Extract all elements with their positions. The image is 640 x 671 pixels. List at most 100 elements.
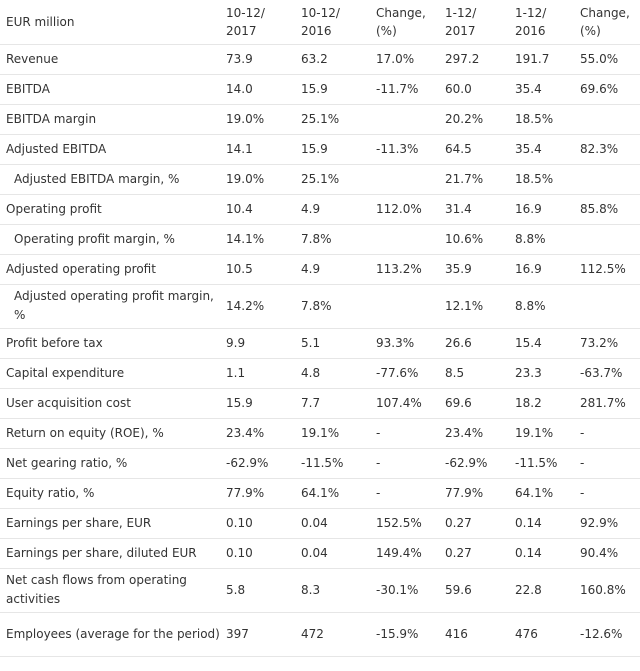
cell-value: 14.1 bbox=[220, 134, 295, 165]
row-label: Net cash flows from operating activities bbox=[0, 568, 220, 613]
cell-value: 93.3% bbox=[370, 328, 439, 359]
cell-value: 397 bbox=[220, 612, 295, 657]
cell-value: - bbox=[574, 478, 640, 509]
cell-value: 8.8% bbox=[509, 224, 574, 255]
table-row: Adjusted operating profit margin, % 14.2… bbox=[0, 284, 640, 329]
cell-value: 7.8% bbox=[295, 224, 370, 255]
cell-value: 0.04 bbox=[295, 538, 370, 569]
row-label: Revenue bbox=[0, 44, 220, 75]
row-label: EBITDA margin bbox=[0, 104, 220, 135]
cell-value: -12.6% bbox=[574, 612, 640, 657]
table-row: Capital expenditure 1.1 4.8 -77.6% 8.5 2… bbox=[0, 358, 640, 389]
cell-value bbox=[574, 104, 640, 135]
cell-value: 92.9% bbox=[574, 508, 640, 539]
table-row: User acquisition cost 15.9 7.7 107.4% 69… bbox=[0, 388, 640, 419]
cell-value: - bbox=[574, 448, 640, 479]
cell-value: 4.9 bbox=[295, 254, 370, 285]
cell-value: 21.7% bbox=[439, 164, 509, 195]
row-label: Capital expenditure bbox=[0, 358, 220, 389]
cell-value: 77.9% bbox=[439, 478, 509, 509]
cell-value: 64.1% bbox=[509, 478, 574, 509]
row-label: Operating profit bbox=[0, 194, 220, 225]
cell-value: 90.4% bbox=[574, 538, 640, 569]
cell-value: 0.04 bbox=[295, 508, 370, 539]
cell-value: 25.1% bbox=[295, 164, 370, 195]
table-row: Operating profit margin, % 14.1% 7.8% 10… bbox=[0, 224, 640, 255]
cell-value: 0.10 bbox=[220, 538, 295, 569]
cell-value: 15.9 bbox=[295, 134, 370, 165]
cell-value bbox=[574, 164, 640, 195]
cell-value: 416 bbox=[439, 612, 509, 657]
cell-value: 23.4% bbox=[220, 418, 295, 449]
cell-value: 9.9 bbox=[220, 328, 295, 359]
table-row: Operating profit 10.4 4.9 112.0% 31.4 16… bbox=[0, 194, 640, 225]
cell-value: 25.1% bbox=[295, 104, 370, 135]
cell-value: 1.1 bbox=[220, 358, 295, 389]
cell-value: 19.1% bbox=[509, 418, 574, 449]
column-header-q4-2016: 10-12/ 2016 bbox=[295, 0, 370, 45]
cell-value: 4.9 bbox=[295, 194, 370, 225]
row-label: Adjusted EBITDA bbox=[0, 134, 220, 165]
cell-value: 8.3 bbox=[295, 568, 370, 613]
cell-value: -11.7% bbox=[370, 74, 439, 105]
cell-value: 472 bbox=[295, 612, 370, 657]
cell-value: 22.8 bbox=[509, 568, 574, 613]
column-header-label: EUR million bbox=[0, 0, 220, 45]
cell-value: 15.9 bbox=[295, 74, 370, 105]
cell-value bbox=[370, 164, 439, 195]
table-row: EBITDA margin 19.0% 25.1% 20.2% 18.5% bbox=[0, 104, 640, 135]
column-header-fy-2017: 1-12/ 2017 bbox=[439, 0, 509, 45]
cell-value: 18.2 bbox=[509, 388, 574, 419]
table-row: Adjusted EBITDA margin, % 19.0% 25.1% 21… bbox=[0, 164, 640, 195]
cell-value: 60.0 bbox=[439, 74, 509, 105]
cell-value: -11.5% bbox=[295, 448, 370, 479]
row-label: Profit before tax bbox=[0, 328, 220, 359]
cell-value: 77.9% bbox=[220, 478, 295, 509]
cell-value: 0.27 bbox=[439, 538, 509, 569]
cell-value: 69.6 bbox=[439, 388, 509, 419]
column-header-q4-change: Change, (%) bbox=[370, 0, 439, 45]
cell-value: 19.1% bbox=[295, 418, 370, 449]
cell-value: 82.3% bbox=[574, 134, 640, 165]
cell-value: 160.8% bbox=[574, 568, 640, 613]
cell-value: 15.4 bbox=[509, 328, 574, 359]
cell-value: 16.9 bbox=[509, 254, 574, 285]
cell-value: 107.4% bbox=[370, 388, 439, 419]
cell-value: 112.0% bbox=[370, 194, 439, 225]
row-label: Adjusted EBITDA margin, % bbox=[0, 164, 220, 195]
table-row: Adjusted EBITDA 14.1 15.9 -11.3% 64.5 35… bbox=[0, 134, 640, 165]
table-row: Adjusted operating profit 10.5 4.9 113.2… bbox=[0, 254, 640, 285]
cell-value bbox=[574, 224, 640, 255]
cell-value: - bbox=[370, 418, 439, 449]
financial-summary-table: EUR million 10-12/ 2017 10-12/ 2016 Chan… bbox=[0, 0, 640, 657]
table-row: Earnings per share, diluted EUR 0.10 0.0… bbox=[0, 538, 640, 569]
cell-value: 0.10 bbox=[220, 508, 295, 539]
cell-value: 4.8 bbox=[295, 358, 370, 389]
cell-value: 152.5% bbox=[370, 508, 439, 539]
cell-value bbox=[370, 104, 439, 135]
cell-value: -62.9% bbox=[439, 448, 509, 479]
cell-value: 55.0% bbox=[574, 44, 640, 75]
row-label: User acquisition cost bbox=[0, 388, 220, 419]
row-label: Earnings per share, EUR bbox=[0, 508, 220, 539]
cell-value: 15.9 bbox=[220, 388, 295, 419]
cell-value: -30.1% bbox=[370, 568, 439, 613]
cell-value: 14.0 bbox=[220, 74, 295, 105]
table-header-row: EUR million 10-12/ 2017 10-12/ 2016 Chan… bbox=[0, 0, 640, 45]
cell-value: -11.5% bbox=[509, 448, 574, 479]
table-row: Revenue 73.9 63.2 17.0% 297.2 191.7 55.0… bbox=[0, 44, 640, 75]
cell-value: -77.6% bbox=[370, 358, 439, 389]
table-row: EBITDA 14.0 15.9 -11.7% 60.0 35.4 69.6% bbox=[0, 74, 640, 105]
cell-value bbox=[370, 284, 439, 329]
cell-value: 0.27 bbox=[439, 508, 509, 539]
cell-value: 10.4 bbox=[220, 194, 295, 225]
cell-value: 35.4 bbox=[509, 74, 574, 105]
cell-value: -63.7% bbox=[574, 358, 640, 389]
cell-value: 64.5 bbox=[439, 134, 509, 165]
cell-value: 16.9 bbox=[509, 194, 574, 225]
cell-value: 20.2% bbox=[439, 104, 509, 135]
row-label: Operating profit margin, % bbox=[0, 224, 220, 255]
cell-value: 18.5% bbox=[509, 164, 574, 195]
cell-value: 7.7 bbox=[295, 388, 370, 419]
cell-value: 73.9 bbox=[220, 44, 295, 75]
